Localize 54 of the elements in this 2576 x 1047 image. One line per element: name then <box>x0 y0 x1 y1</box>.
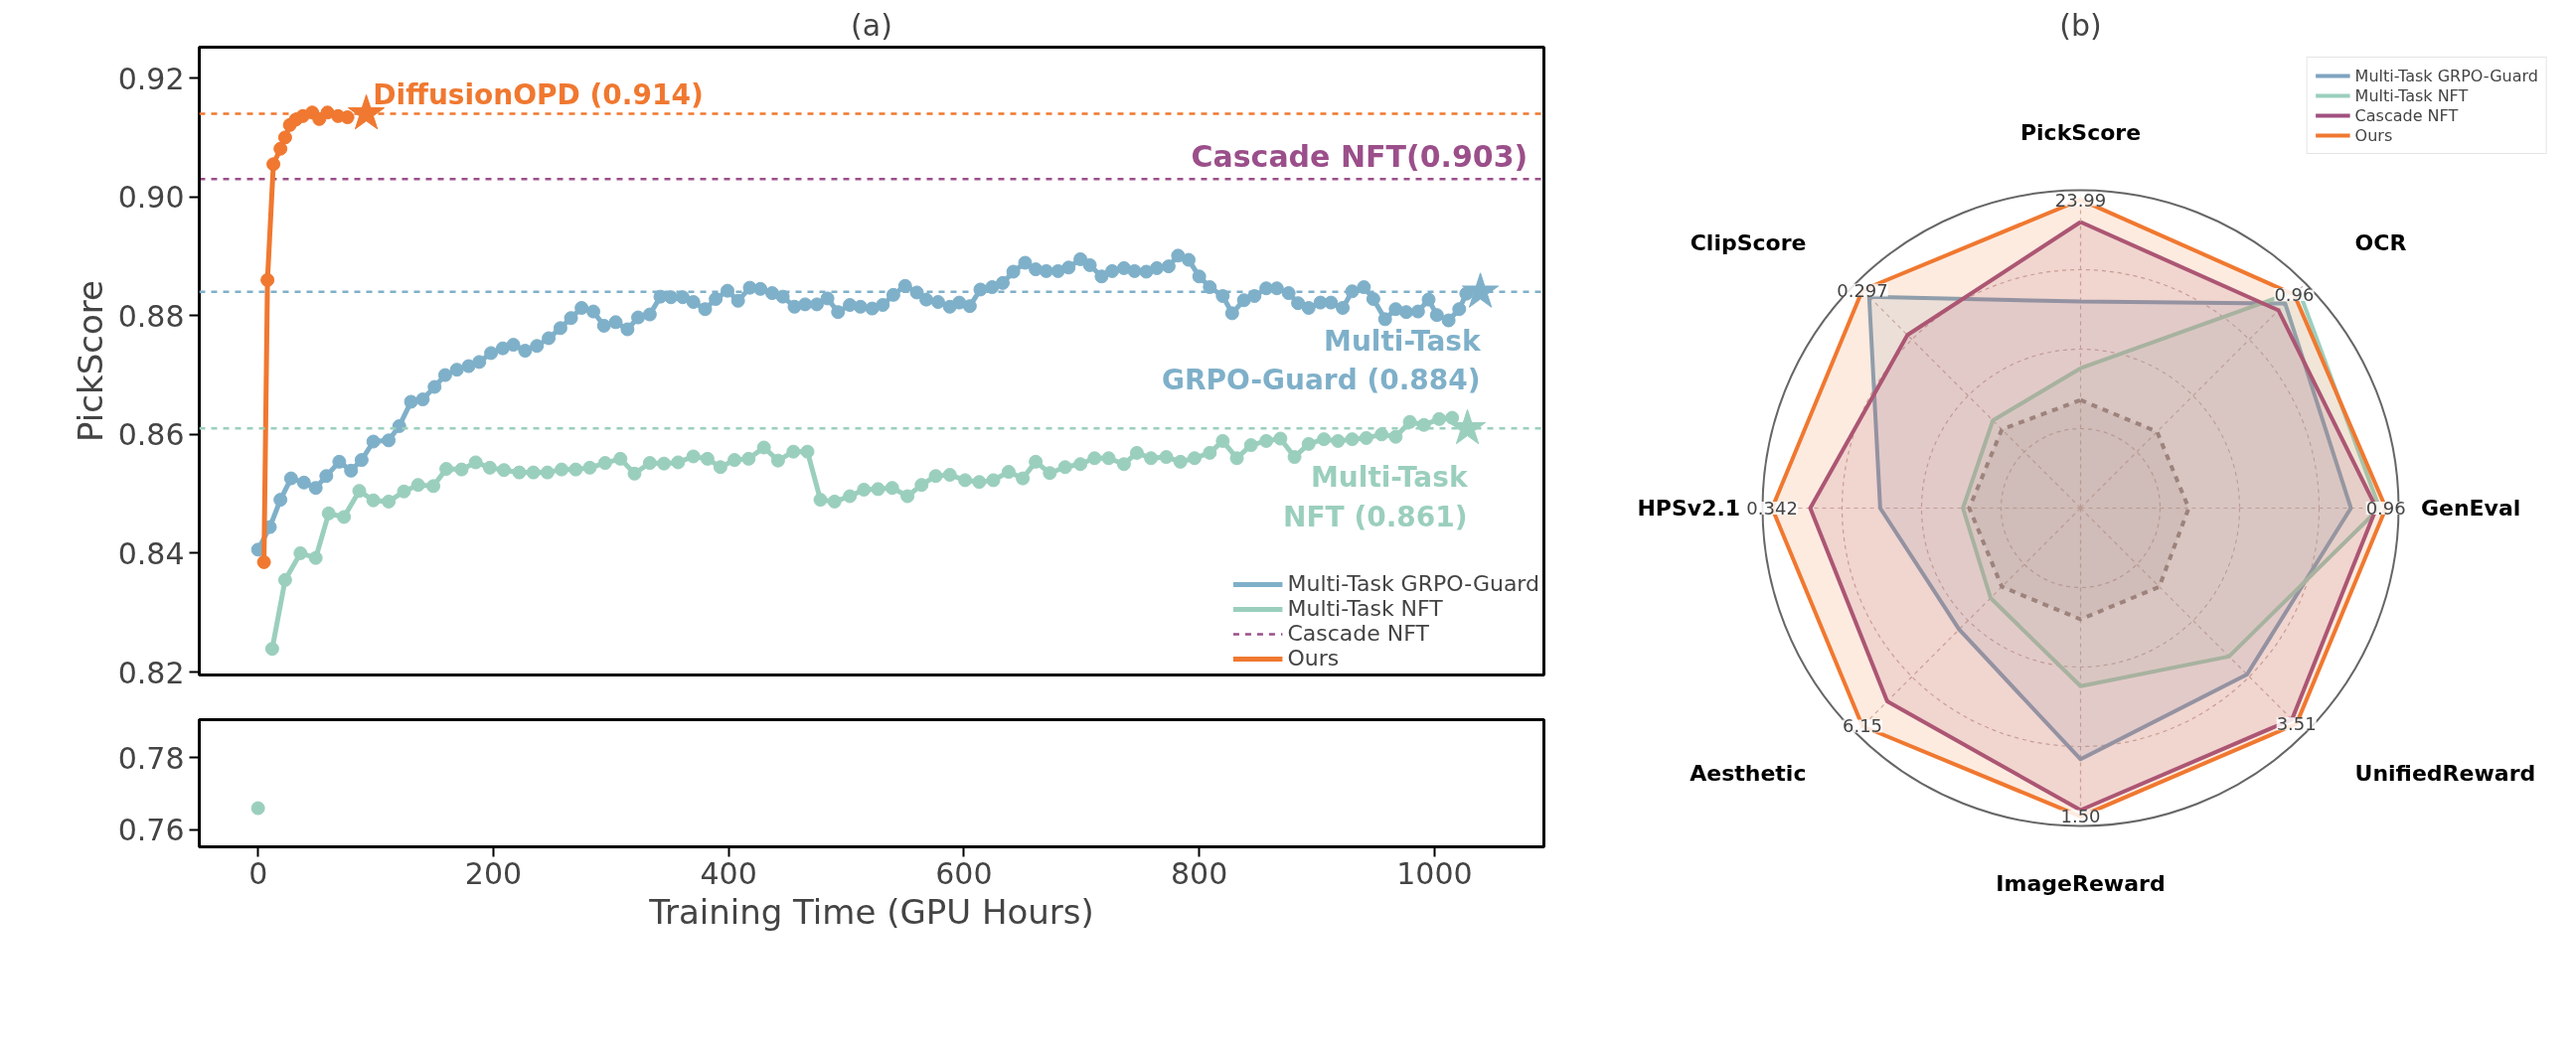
chart-title: (b) <box>2059 7 2102 43</box>
y-tick-label: 0.84 <box>117 535 185 571</box>
x-tick-label: 0 <box>248 855 268 891</box>
legend-label: Ours <box>2354 125 2393 145</box>
point <box>1462 272 1500 308</box>
spoke-label: Aesthetic <box>1690 761 1807 786</box>
x-tick-label: 800 <box>1171 855 1228 891</box>
legend-label: Multi-Task NFT <box>1287 596 1443 621</box>
text: 0.96 <box>2274 284 2315 306</box>
text: 0.96 <box>2365 498 2406 519</box>
x-axis-title: Training Time (GPU Hours) <box>648 891 1094 932</box>
legend-label: Multi-Task GRPO-Guard <box>1287 571 1539 596</box>
annotation: Cascade NFT(0.903) <box>1191 139 1529 175</box>
point <box>1448 408 1487 445</box>
spoke-label: UnifiedReward <box>2354 761 2536 786</box>
point <box>256 554 271 569</box>
spoke-label: PickScore <box>2019 120 2142 146</box>
legend-label: Cascade NFT <box>2354 105 2459 125</box>
x-tick-label: 1000 <box>1396 855 1473 891</box>
text: 0.342 <box>1746 498 1798 519</box>
y-tick-label: 0.88 <box>117 298 185 334</box>
y-tick-label: 0.90 <box>117 180 185 216</box>
point <box>277 130 292 145</box>
ref-line-label: Multi-Task NFT (0.861) <box>1282 461 1469 533</box>
text: 3.51 <box>2276 713 2317 735</box>
legend-label: Cascade NFT <box>1287 621 1429 646</box>
y-tick-label: 0.86 <box>117 417 185 453</box>
spoke-label: OCR <box>2354 230 2407 255</box>
text: 1.50 <box>2060 806 2101 827</box>
y-tick-label: 0.92 <box>117 61 185 96</box>
x-tick-label: 200 <box>464 855 523 891</box>
y-tick-label: 0.82 <box>117 655 185 690</box>
x-tick-label: 400 <box>700 855 757 891</box>
y-axis-title: PickScore <box>70 280 110 442</box>
ref-line-label: Multi-Task GRPO-Guard (0.884) <box>1162 324 1482 397</box>
point <box>260 272 275 287</box>
legend-label: Multi-Task GRPO-Guard <box>2354 66 2538 85</box>
y-tick-label: 0.78 <box>117 740 185 776</box>
chart-title: (a) <box>851 7 892 43</box>
text: 23.99 <box>2054 189 2107 211</box>
spoke-label: ImageReward <box>1996 870 2166 896</box>
point <box>340 110 355 125</box>
text: 6.15 <box>1842 715 1883 737</box>
spoke-label: GenEval <box>2420 496 2521 521</box>
spoke-label: HPSv2.1 <box>1637 496 1741 521</box>
point <box>266 157 281 172</box>
legend-label: Ours <box>1287 646 1340 671</box>
ref-line-label: DiffusionOPD (0.914) <box>373 77 704 111</box>
x-tick-label: 600 <box>935 855 993 891</box>
spoke-label: ClipScore <box>1690 230 1807 255</box>
legend-label: Multi-Task NFT <box>2354 85 2469 105</box>
point <box>273 141 288 156</box>
y-tick-label: 0.76 <box>117 813 185 848</box>
text: 0.297 <box>1837 279 1888 301</box>
